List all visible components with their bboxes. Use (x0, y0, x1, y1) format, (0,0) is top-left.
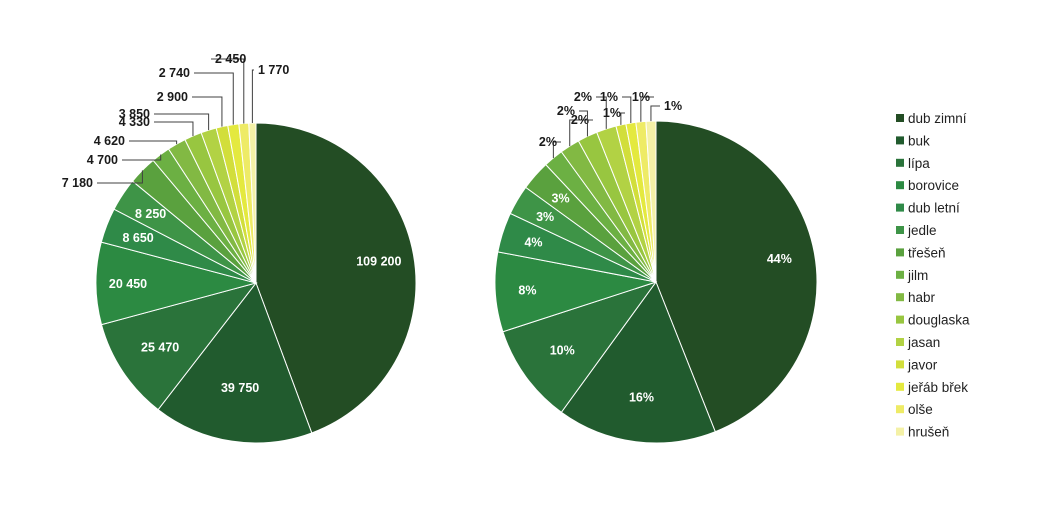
leader-line (650, 105, 660, 122)
data-label: 2% (557, 104, 575, 118)
legend-label: olše (908, 402, 933, 417)
legend: dub zimní buk lípa borovice dub letní jedle tř… (896, 111, 970, 440)
data-label: 8% (518, 284, 536, 298)
legend-label: habr (908, 290, 936, 305)
legend-swatch (896, 293, 904, 302)
legend-label: jeřáb břek (907, 380, 968, 395)
pie-slice (645, 120, 657, 283)
legend-swatch (896, 158, 904, 167)
leader-line (97, 170, 143, 184)
pie-chart-absolute: 109 200 39 750 25 470 20 450 8 650 8 250 7 180… (62, 52, 417, 444)
leader-line (192, 96, 223, 127)
data-label: 2% (571, 113, 589, 127)
legend-swatch (896, 226, 904, 234)
data-label: 2 450 (215, 52, 246, 66)
data-label: 25 470 (141, 340, 179, 354)
legend-label: lípa (908, 156, 930, 171)
data-label: 20 450 (109, 277, 147, 291)
pie-slice (560, 280, 716, 444)
leader-line (122, 154, 162, 161)
data-label: 1% (664, 99, 682, 113)
legend-swatch (896, 315, 904, 324)
data-label: 39 750 (221, 381, 259, 395)
leader-line (251, 69, 254, 124)
data-label: 3% (552, 191, 570, 205)
data-label: 10% (550, 344, 575, 358)
legend-label: dub letní (908, 201, 960, 216)
leader-line (579, 110, 588, 137)
legend-label: třešeň (908, 245, 946, 260)
legend-swatch (896, 181, 904, 190)
leader-line (154, 121, 194, 136)
legend-label: dub zimní (908, 111, 967, 126)
data-label: 2% (539, 135, 557, 149)
legend-label: javor (907, 357, 938, 372)
data-label: 109 200 (356, 254, 401, 268)
legend-label: hrušeň (908, 425, 949, 440)
legend-label: douglaska (908, 313, 970, 328)
data-label: 2% (574, 90, 592, 104)
data-label: 3 850 (119, 107, 150, 121)
leader-line (640, 96, 654, 122)
legend-swatch (896, 360, 904, 369)
data-label: 16% (629, 391, 654, 405)
data-label: 2 740 (159, 66, 190, 80)
leader-line (596, 96, 607, 129)
leader-line (622, 96, 632, 123)
leader-line (211, 58, 245, 124)
legend-label: borovice (908, 178, 959, 193)
data-label: 4 330 (119, 115, 150, 129)
data-label: 1% (603, 106, 621, 120)
legend-label: jedle (907, 223, 937, 238)
legend-label: buk (908, 133, 930, 148)
data-label: 4% (524, 236, 542, 250)
leader-line (569, 119, 593, 147)
leader-line (620, 112, 625, 125)
legend-label: jilm (907, 268, 928, 283)
legend-swatch (896, 248, 904, 257)
leader-line (154, 113, 210, 131)
legend-swatch (896, 114, 904, 122)
data-label: 4 620 (94, 134, 125, 148)
pie-chart-percent: 44%16%10%8%4%3%3%2%2%2%2%1%1% 1%1% (494, 90, 818, 444)
data-label: 1 770 (258, 63, 289, 77)
data-label: 7 180 (62, 176, 93, 190)
legend-swatch (896, 338, 904, 346)
legend-swatch (896, 203, 904, 212)
legend-swatch (896, 427, 904, 436)
legend-swatch (896, 136, 904, 145)
pie-slice (255, 122, 417, 434)
pie-slice (655, 120, 818, 433)
legend-label: jasan (907, 335, 940, 350)
legend-swatch (896, 270, 904, 279)
data-label: 8 650 (122, 231, 153, 245)
data-label: 1% (632, 90, 650, 104)
leader-line (129, 140, 178, 145)
pie-slice (157, 281, 313, 444)
data-label: 1% (600, 90, 618, 104)
data-label: 4 700 (87, 153, 118, 167)
legend-swatch (896, 382, 904, 391)
legend-swatch (896, 405, 904, 414)
data-label: 3% (536, 210, 554, 224)
leader-line (552, 141, 561, 158)
data-label: 44% (767, 252, 792, 266)
pie-slice (502, 281, 658, 413)
leader-line (194, 72, 234, 125)
data-label: 2 900 (157, 90, 188, 104)
data-label: 8 250 (135, 207, 166, 221)
